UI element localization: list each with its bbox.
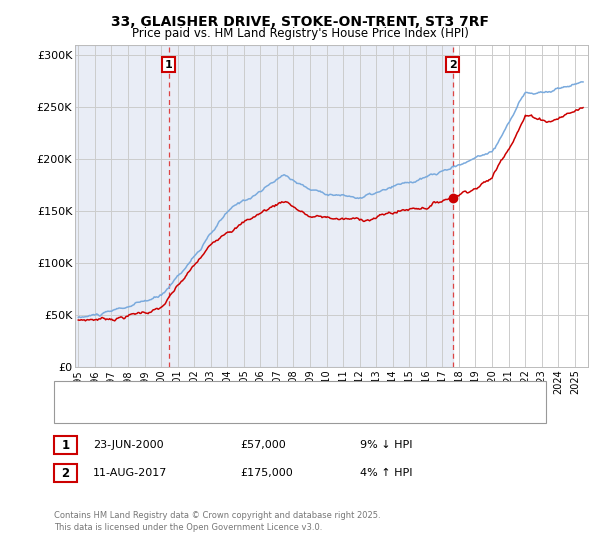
- Text: 11-AUG-2017: 11-AUG-2017: [93, 468, 167, 478]
- Text: 33, GLAISHER DRIVE, STOKE-ON-TRENT, ST3 7RF (detached house): 33, GLAISHER DRIVE, STOKE-ON-TRENT, ST3 …: [94, 389, 442, 399]
- Text: £175,000: £175,000: [240, 468, 293, 478]
- Text: Contains HM Land Registry data © Crown copyright and database right 2025.: Contains HM Land Registry data © Crown c…: [54, 511, 380, 520]
- Text: Price paid vs. HM Land Registry's House Price Index (HPI): Price paid vs. HM Land Registry's House …: [131, 27, 469, 40]
- Text: HPI: Average price, detached house, Stoke-on-Trent: HPI: Average price, detached house, Stok…: [94, 406, 361, 416]
- Text: 4% ↑ HPI: 4% ↑ HPI: [360, 468, 413, 478]
- Text: This data is licensed under the Open Government Licence v3.0.: This data is licensed under the Open Gov…: [54, 523, 322, 532]
- Text: 2: 2: [61, 466, 70, 480]
- Text: 2: 2: [449, 59, 457, 69]
- Text: 9% ↓ HPI: 9% ↓ HPI: [360, 440, 413, 450]
- Text: 1: 1: [61, 438, 70, 452]
- Text: 33, GLAISHER DRIVE, STOKE-ON-TRENT, ST3 7RF: 33, GLAISHER DRIVE, STOKE-ON-TRENT, ST3 …: [111, 15, 489, 29]
- Bar: [75, 45, 452, 367]
- Text: 23-JUN-2000: 23-JUN-2000: [93, 440, 164, 450]
- Text: 1: 1: [165, 59, 173, 69]
- Text: £57,000: £57,000: [240, 440, 286, 450]
